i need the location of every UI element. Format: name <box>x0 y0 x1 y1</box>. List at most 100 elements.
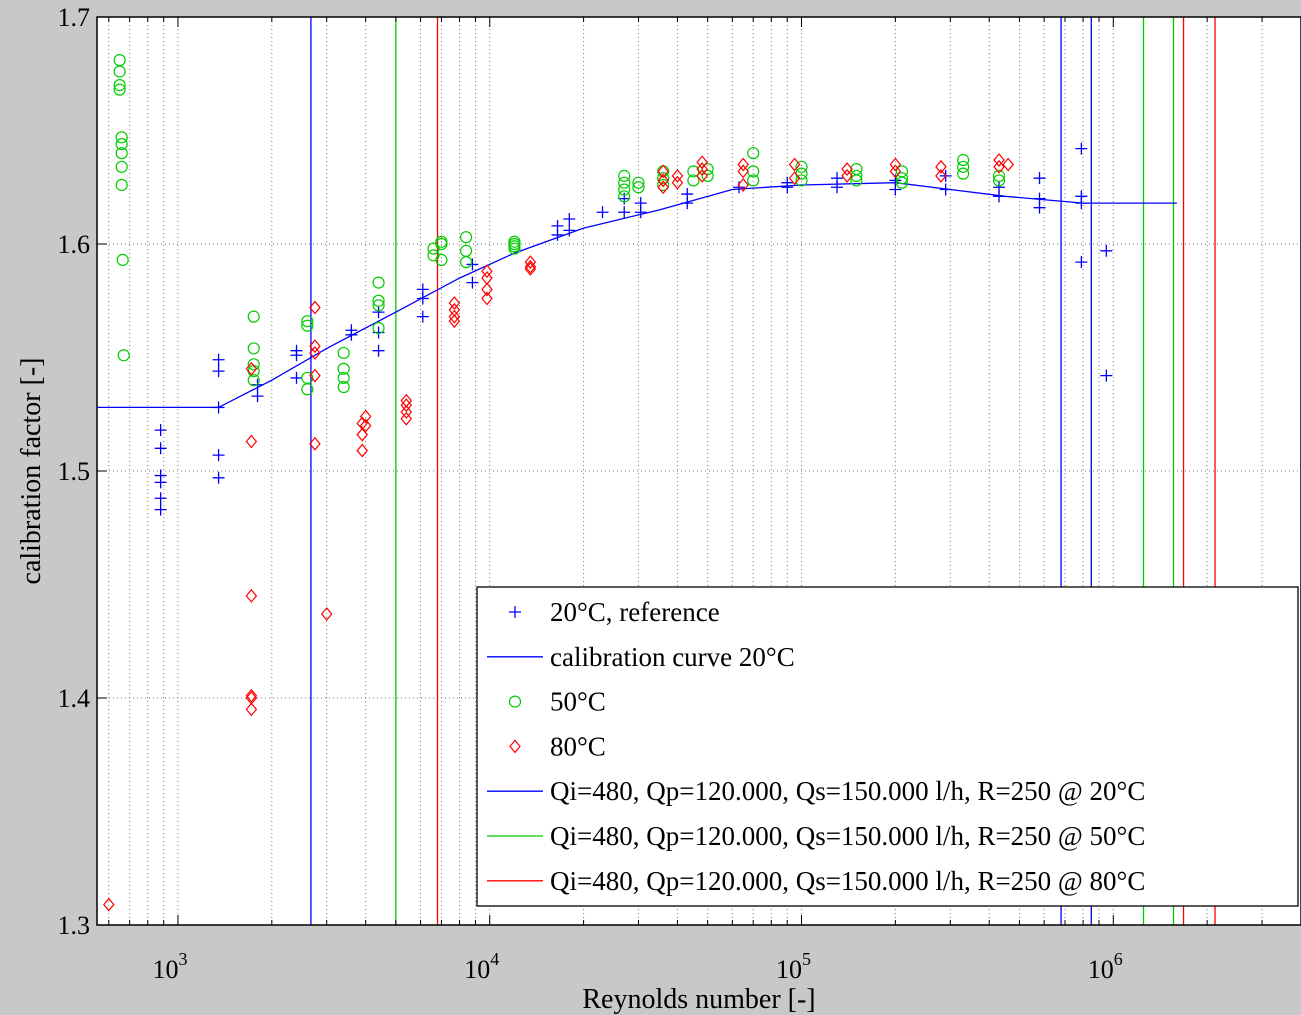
data-point <box>372 344 385 357</box>
data-point <box>372 306 385 319</box>
data-point <box>247 342 260 355</box>
data-point <box>551 228 564 241</box>
data-point <box>466 258 479 271</box>
data-point <box>957 153 970 167</box>
axis-ticks: 1.3 1.4 1.5 1.6 1.7 103 104 105 106 <box>58 3 1301 984</box>
data-point <box>657 173 669 188</box>
data-point <box>563 224 576 237</box>
series-line <box>97 182 1177 409</box>
data-point <box>747 174 760 187</box>
data-point <box>889 164 902 179</box>
legend-label: 20°C, reference <box>550 597 720 627</box>
data-point <box>117 349 130 362</box>
data-point <box>103 897 115 912</box>
data-point <box>889 157 902 172</box>
data-point <box>524 255 537 270</box>
data-point <box>657 180 669 195</box>
data-point <box>212 471 225 484</box>
data-point <box>154 442 167 455</box>
data-point <box>115 160 128 173</box>
data-point <box>596 206 609 219</box>
data-point <box>115 147 128 160</box>
data-point <box>618 183 631 196</box>
data-point <box>657 164 669 179</box>
data-point <box>831 181 844 194</box>
data-point <box>993 190 1006 203</box>
data-point <box>372 321 385 335</box>
data-point <box>935 159 947 174</box>
data-point <box>372 299 385 312</box>
data-point <box>1100 244 1113 257</box>
data-point <box>795 174 808 187</box>
legend: 20°C, reference calibration curve 20°C 50°… <box>476 586 1299 907</box>
y-tick-label: 1.5 <box>58 457 91 486</box>
data-point <box>251 390 264 403</box>
data-point <box>212 353 225 366</box>
data-point <box>245 434 258 449</box>
data-point <box>657 178 670 192</box>
data-point <box>154 503 167 516</box>
data-point <box>524 262 537 276</box>
x-tick-label: 104 <box>464 949 499 984</box>
data-point <box>309 368 321 383</box>
data-point <box>992 169 1006 182</box>
data-point <box>115 131 128 144</box>
data-point <box>337 346 350 360</box>
data-point <box>301 315 314 328</box>
legend-label: Qi=480, Qp=120.000, Qs=150.000 l/h, R=25… <box>550 866 1145 896</box>
data-point <box>154 476 167 489</box>
data-point <box>696 155 708 170</box>
legend-label: 50°C <box>550 687 606 717</box>
data-point <box>671 175 684 190</box>
data-points <box>103 54 1113 912</box>
data-point <box>245 702 258 717</box>
data-point <box>245 361 258 376</box>
data-point <box>563 213 576 226</box>
y-tick-label: 1.4 <box>58 684 91 713</box>
data-point <box>309 339 321 354</box>
data-point <box>113 78 126 92</box>
data-point <box>460 231 473 244</box>
data-point <box>696 168 708 183</box>
data-point <box>618 206 631 219</box>
data-point <box>687 174 700 187</box>
data-point <box>841 162 853 177</box>
data-point <box>481 291 493 306</box>
data-point <box>359 409 372 424</box>
data-point <box>508 695 522 708</box>
data-point <box>247 358 260 371</box>
data-point <box>850 174 863 187</box>
data-point <box>309 436 321 451</box>
data-point <box>657 172 670 185</box>
data-point <box>957 167 970 180</box>
data-point <box>337 362 350 375</box>
legend-label: Qi=480, Qp=120.000, Qs=150.000 l/h, R=25… <box>550 776 1145 806</box>
data-point <box>939 183 952 196</box>
data-point <box>113 65 126 78</box>
data-point <box>247 310 260 323</box>
y-tick-label: 1.7 <box>58 3 91 32</box>
data-point <box>448 296 461 310</box>
data-point <box>245 688 258 703</box>
data-point <box>1033 201 1046 214</box>
data-point <box>795 160 808 173</box>
data-point <box>448 314 461 329</box>
data-point <box>632 181 645 194</box>
data-point <box>372 276 385 289</box>
data-point <box>116 253 129 266</box>
data-point <box>356 427 369 442</box>
data-point <box>1033 172 1046 185</box>
data-point <box>400 398 413 413</box>
y-tick-label: 1.3 <box>58 911 91 940</box>
data-point <box>993 159 1005 174</box>
legend-label: calibration curve 20°C <box>550 642 795 672</box>
data-point <box>889 183 902 196</box>
data-point <box>416 292 429 305</box>
data-point <box>508 242 521 255</box>
legend-label: 80°C <box>550 731 606 761</box>
data-point <box>524 259 537 274</box>
data-point <box>696 162 708 177</box>
data-point <box>290 349 303 362</box>
data-point <box>400 411 413 426</box>
